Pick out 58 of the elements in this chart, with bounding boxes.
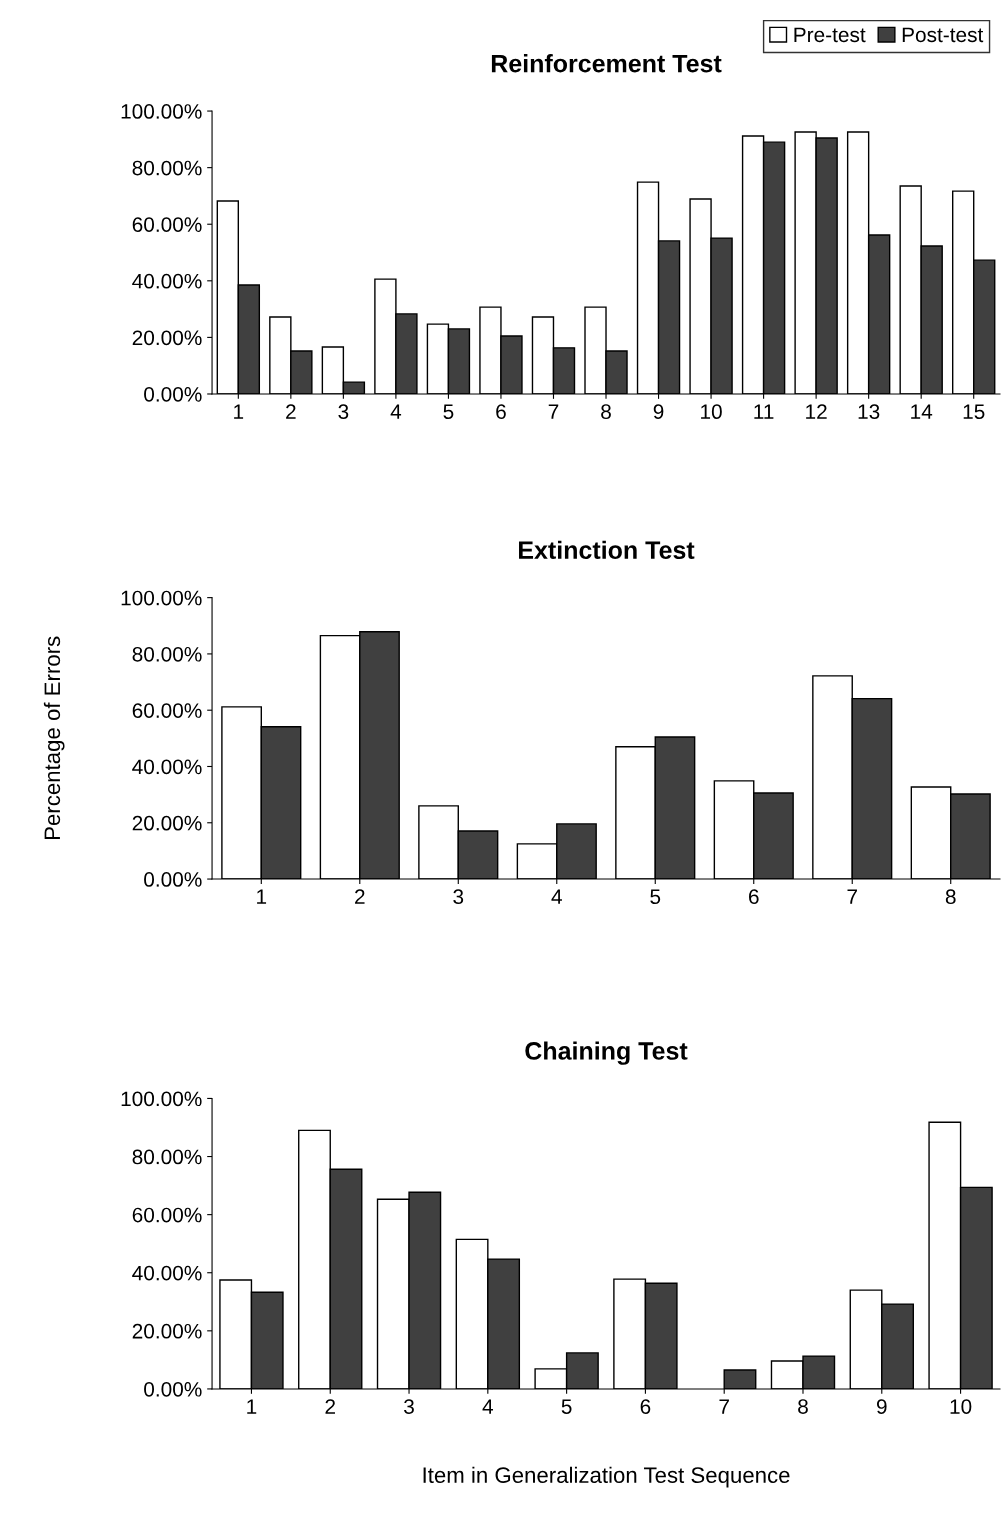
x-tick-label: 3 [338,404,349,420]
x-tick-label: 2 [286,404,296,419]
x-tick-label: 7 [548,404,559,419]
x-tick-label: 9 [876,1399,887,1414]
x-tick-label: 8 [945,889,956,905]
x-tick-label: 6 [496,404,506,420]
x-tick-label: 15 [963,404,985,420]
x-tick-label: 6 [640,1399,651,1414]
x-tick-label: 9 [653,404,664,420]
y-tick-label: 60.00% [132,703,202,718]
chart-title: Chaining Test [525,1041,688,1065]
legend-label: Post-test [902,27,984,43]
y-axis-title: Percentage of Errors [43,636,65,840]
y-tick-label: 20.00% [132,815,202,831]
x-tick-label: 7 [719,1399,729,1414]
y-tick-label: 0.00% [144,872,202,887]
x-tick-label: 3 [453,889,464,905]
y-tick-label: 20.00% [132,330,202,346]
y-tick-label: 60.00% [132,1207,202,1223]
y-tick-label: 60.00% [132,217,202,232]
y-tick-label: 100.00% [121,590,202,606]
y-tick-label: 100.00% [121,104,202,119]
x-tick-label: 4 [390,404,402,419]
x-tick-label: 8 [601,404,611,420]
y-tick-label: 0.00% [144,1381,202,1397]
y-tick-label: 20.00% [132,1323,202,1339]
chart-title: Reinforcement Test [491,54,722,73]
x-tick-label: 14 [911,404,933,419]
x-tick-label: 5 [650,889,661,905]
y-tick-label: 80.00% [132,1149,202,1165]
x-tick-label: 4 [482,1399,494,1414]
x-tick-label: 11 [754,404,774,419]
x-tick-label: 2 [355,889,365,904]
y-tick-label: 0.00% [144,386,202,402]
x-tick-label: 10 [950,1399,972,1414]
x-axis-title: Item in Generalization Test Sequence [423,1466,790,1488]
y-tick-label: 40.00% [132,759,202,775]
y-tick-label: 40.00% [132,1265,202,1281]
x-tick-label: 6 [749,889,759,905]
x-tick-label: 3 [404,1399,414,1414]
x-tick-label: 7 [847,889,857,904]
x-tick-label: 4 [551,889,562,904]
x-tick-label: 1 [247,1399,257,1414]
x-tick-label: 1 [234,404,244,419]
x-tick-label: 1 [257,889,267,904]
x-tick-label: 2 [325,1399,335,1414]
x-tick-label: 5 [443,404,454,420]
x-tick-label: 13 [858,404,880,420]
x-tick-label: 5 [561,1399,572,1414]
x-tick-label: 10 [701,404,722,420]
x-tick-label: 12 [806,404,827,419]
y-tick-label: 40.00% [132,273,202,289]
y-tick-label: 100.00% [121,1091,202,1107]
chart-title: Extinction Test [519,540,695,559]
legend-label: Pre-test [794,27,866,43]
y-tick-label: 80.00% [132,646,202,662]
y-tick-label: 80.00% [132,160,202,176]
x-tick-label: 8 [798,1399,808,1414]
